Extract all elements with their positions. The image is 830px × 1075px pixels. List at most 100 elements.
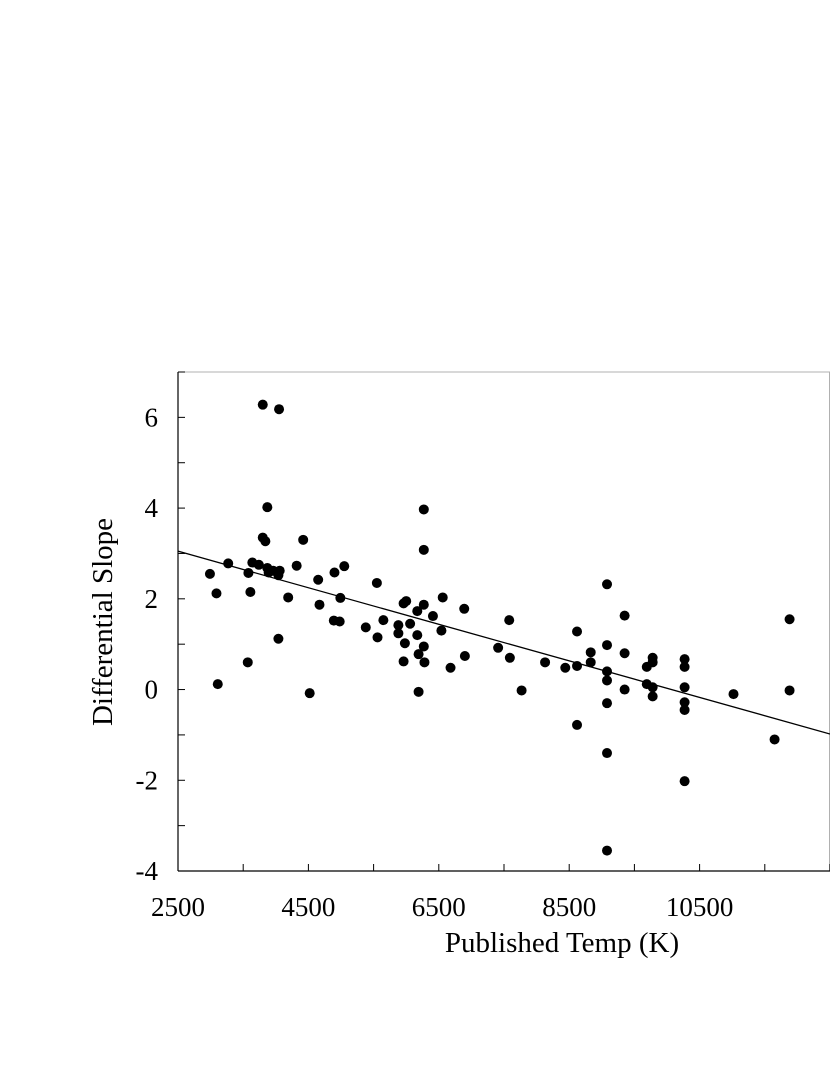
data-point	[393, 628, 404, 639]
data-point	[679, 776, 690, 787]
data-point	[262, 502, 273, 513]
data-point	[418, 599, 429, 610]
data-point	[253, 559, 264, 570]
data-point	[784, 614, 795, 625]
data-point	[437, 592, 448, 603]
y-tick-label: 6	[145, 402, 159, 432]
trend-line	[177, 550, 830, 735]
data-point	[602, 579, 613, 590]
data-point	[602, 666, 613, 677]
x-axis-ticks: 2500 4500 6500 8500 10500	[151, 864, 830, 922]
data-point	[242, 657, 253, 668]
data-point	[360, 622, 371, 633]
data-point	[393, 620, 404, 631]
data-point	[427, 611, 438, 622]
data-point	[418, 504, 429, 515]
y-tick-label: 0	[145, 675, 159, 705]
data-point	[211, 588, 222, 599]
data-point	[273, 633, 284, 644]
x-axis-title: Published Temp (K)	[445, 927, 679, 959]
data-point	[493, 642, 504, 653]
data-point	[399, 638, 410, 649]
data-point	[516, 685, 527, 696]
data-point	[204, 568, 215, 579]
data-points	[204, 399, 795, 856]
data-point	[459, 603, 470, 614]
data-point	[728, 689, 739, 700]
data-point	[313, 574, 324, 585]
data-point	[212, 679, 223, 690]
data-point	[274, 565, 285, 576]
data-point	[418, 544, 429, 555]
data-point	[314, 599, 325, 610]
data-point	[602, 845, 613, 856]
data-point	[405, 618, 416, 629]
data-point	[619, 648, 630, 659]
data-point	[619, 610, 630, 621]
data-point	[679, 697, 690, 708]
data-point	[283, 592, 294, 603]
data-point	[257, 399, 268, 410]
plot-frame	[177, 371, 830, 872]
data-point	[769, 734, 780, 745]
x-tick-label: 6500	[412, 892, 466, 922]
data-point	[329, 567, 340, 578]
data-point	[378, 615, 389, 626]
x-tick-label: 10500	[666, 892, 734, 922]
data-point	[647, 691, 658, 702]
data-point	[334, 616, 345, 627]
data-point	[274, 404, 285, 415]
y-axis-ticks: -4 -2 0 2 4 6	[136, 371, 185, 886]
y-tick-label: -4	[136, 856, 159, 886]
data-point	[679, 661, 690, 672]
data-point	[679, 704, 690, 715]
data-point	[243, 567, 254, 578]
data-point	[647, 682, 658, 693]
data-point	[436, 625, 447, 636]
data-point	[572, 660, 583, 671]
data-point	[445, 662, 456, 673]
data-point	[585, 657, 596, 668]
data-point	[647, 657, 658, 668]
data-point	[372, 632, 383, 643]
data-point	[602, 698, 613, 709]
data-point	[413, 649, 424, 660]
data-point	[585, 647, 596, 658]
data-point	[602, 675, 613, 686]
data-point	[412, 606, 423, 617]
y-tick-label: 2	[145, 584, 159, 614]
x-tick-label: 8500	[542, 892, 596, 922]
data-point	[602, 748, 613, 759]
data-point	[784, 685, 795, 696]
data-point	[418, 641, 429, 652]
x-tick-label: 4500	[281, 892, 335, 922]
data-point	[619, 684, 630, 695]
data-point	[602, 640, 613, 651]
data-point	[540, 657, 551, 668]
data-point	[339, 561, 350, 572]
x-tick-label: 2500	[151, 892, 205, 922]
data-point	[679, 654, 690, 665]
data-point	[504, 652, 515, 663]
data-point	[560, 662, 571, 673]
data-point	[459, 650, 470, 661]
data-point	[245, 587, 256, 598]
data-point	[572, 719, 583, 730]
data-point	[223, 558, 234, 569]
data-point	[572, 626, 583, 637]
data-point	[398, 656, 409, 667]
data-point	[401, 596, 412, 607]
data-point	[412, 630, 423, 641]
y-axis-title: Differential Slope	[87, 518, 119, 726]
data-point	[260, 536, 271, 547]
data-point	[413, 686, 424, 697]
y-tick-label: -2	[136, 765, 159, 795]
data-point	[504, 615, 515, 626]
data-point	[419, 657, 430, 668]
y-tick-label: 4	[145, 493, 159, 523]
data-point	[291, 560, 302, 571]
data-point	[304, 688, 315, 699]
data-point	[298, 534, 309, 545]
data-point	[335, 592, 346, 603]
